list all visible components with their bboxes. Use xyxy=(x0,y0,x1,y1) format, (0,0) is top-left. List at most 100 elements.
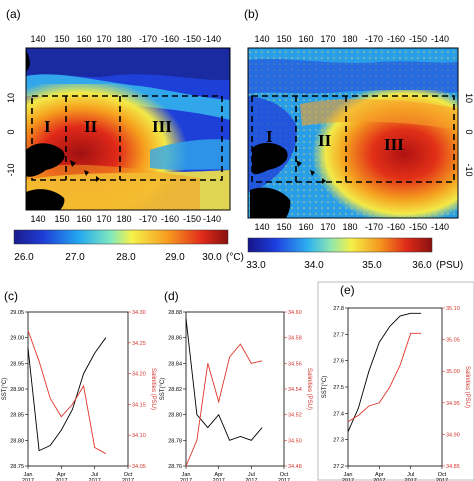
y-right-tick-label: 35.00 xyxy=(446,369,460,375)
panel-b-top-tick: -150 xyxy=(409,34,427,44)
panel-a-top-tick: 160 xyxy=(76,34,91,44)
panel-a-land-australia xyxy=(26,189,65,210)
x-tick-label-year: 2017 xyxy=(213,478,225,481)
panel-b-region-box-outer xyxy=(251,95,455,183)
y-left-tick-label: 28.78 xyxy=(168,438,182,444)
panel-b-top-tick: -170 xyxy=(365,34,383,44)
y-left-tick-label: 27.6 xyxy=(333,359,344,365)
y-right-tick-label: 34.90 xyxy=(446,432,460,438)
panel-b-colorbar-tick: 34.0 xyxy=(304,260,324,271)
panel-a-land-asia xyxy=(26,50,30,72)
y-left-axis-label: SST(°C) xyxy=(2,378,8,400)
panel-b-top-tick: -140 xyxy=(431,34,449,44)
panel-b-bottom-tick: -150 xyxy=(409,222,427,232)
panel-a-region-II: II xyxy=(84,117,98,136)
chart-d: Jan2017Apr2017Jul2017Oct201728.7628.7828… xyxy=(160,310,312,481)
y-right-tick-label: 34.50 xyxy=(288,438,302,444)
panel-a-map: I II III xyxy=(25,47,231,211)
panel-a-colorbar: 26.0 27.0 28.0 29.0 30.0 (°C) xyxy=(13,229,244,263)
y-right-tick-label: 34.85 xyxy=(446,464,460,470)
x-tick-label-year: 2017 xyxy=(22,478,34,481)
chart-c: Jan2017Apr2017Jul2017Oct201728.7528.8028… xyxy=(2,310,156,481)
panel-a-colorbar-unit: (°C) xyxy=(226,252,244,263)
panel-a-left-tick: -10 xyxy=(6,163,16,176)
salinity-series-line xyxy=(27,330,107,455)
sst-series-line xyxy=(27,337,107,452)
panel-a-frame xyxy=(25,47,231,211)
y-left-axis-label: SST(°C) xyxy=(322,376,328,398)
panel-b-region-II: II xyxy=(318,131,332,150)
x-tick-label-year: 2017 xyxy=(122,478,134,481)
x-tick-label-year: 2017 xyxy=(278,478,290,481)
panel-a-top-tick: -170 xyxy=(139,34,157,44)
panel-b-top-tick: -160 xyxy=(387,34,405,44)
panel-b-colorbar-tick: 36.0 xyxy=(412,260,432,271)
y-right-tick-label: 34.54 xyxy=(288,387,302,393)
panel-b-bottom-tick: 160 xyxy=(298,222,313,232)
y-right-tick-label: 34.58 xyxy=(288,336,302,342)
panel-e-label: (e) xyxy=(340,283,355,297)
y-right-tick-label: 34.05 xyxy=(132,464,146,470)
panel-e-frame xyxy=(317,281,474,481)
y-left-tick-label: 28.85 xyxy=(10,413,24,419)
y-right-tick-label: 35.05 xyxy=(446,338,460,344)
y-right-tick-label: 34.95 xyxy=(446,401,460,407)
y-left-tick-label: 28.75 xyxy=(10,464,24,470)
sst-series-line xyxy=(347,312,422,432)
y-right-tick-label: 35.10 xyxy=(446,306,460,312)
panel-a-land-papua xyxy=(26,143,65,177)
panel-a-bottom-tick: 160 xyxy=(76,214,91,224)
y-right-tick-label: 34.10 xyxy=(132,433,146,439)
x-tick-label-month: Apr xyxy=(57,472,66,478)
x-tick-label-month: Apr xyxy=(375,472,384,478)
panel-b-fresh-north xyxy=(248,59,458,94)
x-tick-label-month: Apr xyxy=(214,472,223,478)
x-tick-label-month: Jul xyxy=(407,472,414,478)
y-left-tick-label: 27.2 xyxy=(333,464,344,470)
panel-c-label: (c) xyxy=(4,289,18,303)
panel-b-land-papua xyxy=(252,142,288,175)
y-left-tick-label: 27.3 xyxy=(333,438,344,444)
panel-a-top-tick: -160 xyxy=(161,34,179,44)
plot-area xyxy=(185,311,285,467)
panel-a-colorbar-tick: 29.0 xyxy=(165,252,185,263)
panel-b-region-III: III xyxy=(384,135,404,154)
y-left-tick-label: 28.84 xyxy=(168,361,182,367)
panel-a-top-tick: -140 xyxy=(203,34,221,44)
panel-a-bottom-tick: 150 xyxy=(54,214,69,224)
panel-a-left-tick: 10 xyxy=(6,93,16,103)
panel-b-bottom-tick: 180 xyxy=(342,222,357,232)
panel-a-left-ticks: 10 0 -10 xyxy=(6,93,16,177)
salinity-series-line xyxy=(185,343,263,467)
panel-a-colorbar-tick: 30.0 xyxy=(202,252,222,263)
panel-b-top-tick: 140 xyxy=(254,34,269,44)
x-tick-label-year: 2017 xyxy=(55,478,67,481)
panel-a-bottom-tick: 140 xyxy=(30,214,45,224)
panel-a-region-I: I xyxy=(44,117,51,136)
y-left-tick-label: 27.5 xyxy=(333,385,344,391)
sst-series-line xyxy=(185,318,263,441)
x-tick-label-year: 2017 xyxy=(89,478,101,481)
y-right-tick-label: 34.52 xyxy=(288,413,302,419)
x-tick-label-year: 2017 xyxy=(436,478,448,481)
panel-a-top-tick: 150 xyxy=(54,34,69,44)
panel-a-top-ticks: 140 150 160 170 180 -170 -160 -150 -140 xyxy=(30,34,221,44)
panel-b-colorbar-unit: (PSU) xyxy=(436,260,463,271)
panel-a-top-tick: 180 xyxy=(116,34,131,44)
y-right-tick-label: 34.15 xyxy=(132,402,146,408)
panel-a-top-tick: 170 xyxy=(96,34,111,44)
y-right-tick-label: 34.60 xyxy=(288,310,302,316)
x-tick-label-year: 2017 xyxy=(373,478,385,481)
panel-b-colorbar-tick: 35.0 xyxy=(362,260,382,271)
panel-b-region-I: I xyxy=(266,127,273,146)
y-right-tick-label: 34.20 xyxy=(132,372,146,378)
panel-a-region-box-outer xyxy=(31,95,223,181)
panel-b-right-tick: 0 xyxy=(464,129,474,134)
panel-b-colorbar-tick: 33.0 xyxy=(246,260,266,271)
panel-a-bottom-tick: -160 xyxy=(161,214,179,224)
panel-b-top-tick: 150 xyxy=(276,34,291,44)
panel-b-bottom-ticks: 140 150 160 170 180 -170 -160 -150 -140 xyxy=(254,222,449,232)
y-left-tick-label: 28.88 xyxy=(168,310,182,316)
y-left-tick-label: 28.80 xyxy=(10,438,24,444)
y-right-tick-label: 34.56 xyxy=(288,361,302,367)
